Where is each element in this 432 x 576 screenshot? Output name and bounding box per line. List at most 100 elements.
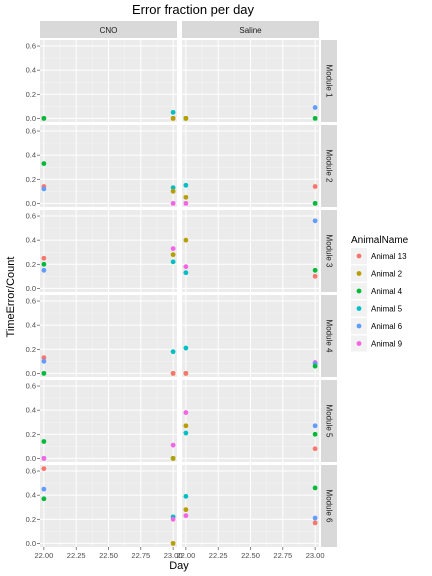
- legend-label: Animal 4: [371, 287, 403, 296]
- data-point: [312, 515, 318, 521]
- legend-marker: [356, 323, 362, 329]
- facet-panel: [182, 210, 319, 292]
- row-strip-label: Module 4: [325, 320, 334, 353]
- data-point: [312, 363, 318, 369]
- y-tick-label: 0.2: [26, 260, 36, 269]
- row-strip: [321, 295, 337, 377]
- y-tick-label: 0.0: [26, 114, 36, 123]
- x-tick-label: 22.00: [34, 551, 53, 560]
- legend-item: Animal 9: [351, 335, 403, 352]
- legend-label: Animal 6: [371, 322, 403, 331]
- y-tick-label: 0.4: [26, 406, 36, 415]
- data-point: [41, 455, 47, 461]
- legend-item: Animal 6: [351, 318, 403, 334]
- data-point: [170, 185, 176, 191]
- data-point: [41, 355, 47, 361]
- row-strip-label: Module 1: [325, 65, 334, 98]
- y-tick-label: 0.6: [26, 382, 36, 391]
- data-point: [183, 345, 189, 351]
- row-strip-label: Module 6: [325, 490, 334, 523]
- x-tick-label: 22.50: [99, 551, 118, 560]
- data-point: [170, 349, 176, 355]
- data-point: [312, 184, 318, 189]
- data-point: [170, 442, 176, 448]
- legend-label: Animal 13: [371, 252, 407, 261]
- y-tick-label: 0.2: [26, 515, 36, 524]
- row-strip: [321, 210, 337, 292]
- data-point: [41, 486, 47, 492]
- legend-marker: [356, 253, 362, 259]
- data-point: [41, 267, 47, 273]
- data-point: [41, 358, 47, 364]
- facet-panel: [182, 40, 319, 122]
- legend-marker: [356, 271, 362, 276]
- legend-marker: [356, 288, 362, 294]
- data-point: [41, 496, 47, 502]
- data-point: [41, 261, 47, 267]
- data-point: [170, 370, 176, 376]
- data-point: [312, 105, 318, 110]
- data-point: [170, 109, 176, 115]
- legend-label: Animal 5: [371, 305, 403, 314]
- row-strip-label: Module 5: [325, 405, 334, 438]
- x-tick-label: 22.25: [209, 551, 228, 560]
- data-point: [41, 186, 47, 192]
- data-point: [41, 255, 47, 261]
- y-tick-label: 0.4: [26, 66, 36, 75]
- column-strip: [40, 21, 177, 38]
- x-axis-title: Day: [169, 560, 189, 572]
- x-tick-label: 22.25: [67, 551, 86, 560]
- chart-title: Error fraction per day: [132, 2, 255, 17]
- y-tick-label: 0.4: [26, 321, 36, 330]
- data-point: [312, 520, 318, 526]
- facet-panel: [40, 40, 177, 122]
- data-point: [312, 267, 318, 273]
- data-point: [312, 446, 318, 452]
- data-point: [312, 218, 318, 224]
- legend-label: Animal 9: [371, 340, 403, 349]
- data-point: [183, 264, 189, 270]
- x-tick-label: 23.00: [164, 551, 183, 560]
- facet-panel: [40, 295, 177, 377]
- data-point: [183, 493, 189, 499]
- data-point: [41, 115, 47, 121]
- facet-panel: [40, 125, 177, 207]
- data-point: [183, 430, 189, 436]
- data-point: [183, 182, 189, 188]
- y-tick-label: 0.4: [26, 236, 36, 245]
- data-point: [312, 200, 318, 206]
- y-tick-label: 0.0: [26, 454, 36, 463]
- x-tick-label: 23.00: [306, 551, 325, 560]
- facet-panel: [40, 465, 177, 547]
- data-point: [183, 237, 189, 243]
- y-tick-label: 0.6: [26, 467, 36, 476]
- legend-marker: [356, 341, 362, 346]
- facet-panel: [182, 465, 319, 547]
- data-point: [183, 507, 189, 513]
- facet-panel: [182, 295, 319, 377]
- data-point: [183, 115, 189, 121]
- legend-items: Animal 13 Animal 2 Animal 4 Animal 5 Animal …: [351, 248, 407, 352]
- legend-item: Animal 2: [351, 265, 403, 282]
- facet-panels: [40, 40, 319, 547]
- data-point: [183, 194, 189, 200]
- column-strip-label: CNO: [100, 26, 118, 35]
- y-tick-label: 0.6: [26, 127, 36, 136]
- y-tick-label: 0.2: [26, 345, 36, 354]
- data-point: [41, 161, 47, 166]
- data-point: [170, 252, 176, 258]
- data-point: [170, 540, 176, 546]
- data-point: [170, 516, 176, 522]
- y-axis-ticks: 0.0 0.2 0.4 0.6 0.0 0.2 0.4 0.6 0.0 0.2 0.4 0.6 0.0 0…: [26, 42, 40, 548]
- data-point: [183, 513, 189, 519]
- legend-label: Animal 2: [371, 270, 403, 279]
- facet-panel: [40, 210, 177, 292]
- data-point: [183, 370, 189, 376]
- column-strip-label: Saline: [239, 26, 262, 35]
- x-tick-label: 22.75: [131, 551, 150, 560]
- data-point: [170, 115, 176, 121]
- y-tick-label: 0.0: [26, 199, 36, 208]
